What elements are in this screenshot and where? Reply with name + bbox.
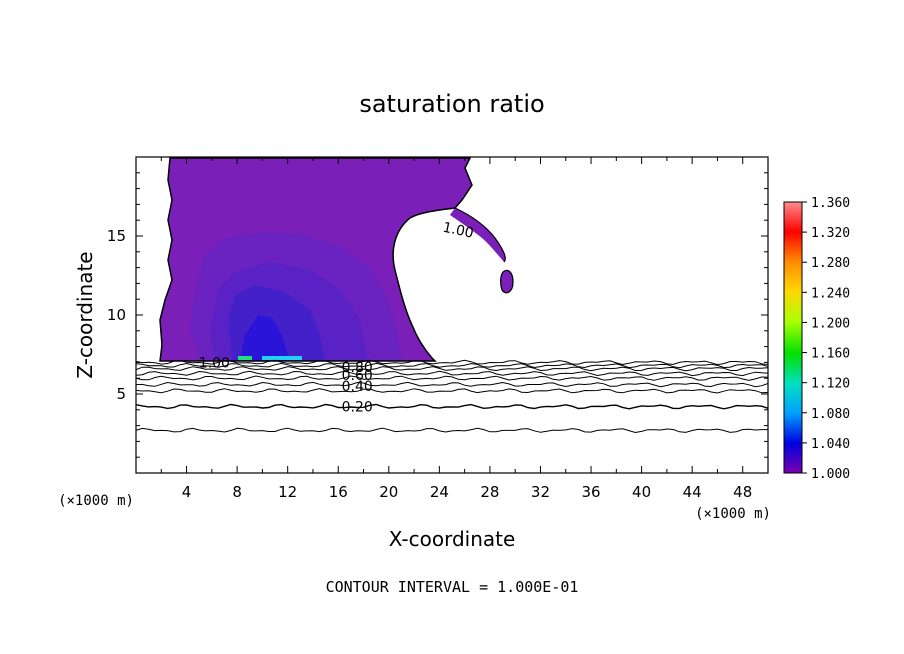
contour-lines — [136, 359, 768, 434]
colorbar-tick-label: 1.160 — [811, 347, 850, 362]
contour-line — [136, 370, 768, 377]
fill-region-center — [240, 315, 290, 361]
x-tick-label: 28 — [480, 483, 499, 501]
contour-labels: 1.00 1.00 0.800.600.40 0.20 — [199, 220, 475, 416]
contour-line — [136, 362, 768, 369]
x-axis: 4 8 12 16 20 24 28 32 36 40 44 48 — [160, 157, 769, 501]
contour-label: 0.40 — [342, 379, 373, 395]
x-tick-label: 20 — [379, 483, 398, 501]
chart-title: saturation ratio — [359, 90, 544, 118]
contour-label: 0.20 — [342, 400, 373, 416]
fill-hot-cyan — [262, 356, 302, 360]
fill-blob — [500, 270, 513, 293]
contour-line — [136, 375, 768, 381]
contour-label: 0.80 — [342, 360, 373, 376]
colorbar-tick-label: 1.000 — [811, 467, 850, 482]
y-tick-label: 5 — [116, 385, 126, 403]
contour-label: 1.00 — [199, 355, 230, 371]
contour-outline-main — [159, 157, 473, 362]
colorbar-tick-label: 1.040 — [811, 437, 850, 452]
x-unit-label-right: (×1000 m) — [695, 506, 771, 522]
y-axis-title: Z-coordinate — [73, 251, 97, 378]
contour-interval-note: CONTOUR INTERVAL = 1.000E-01 — [326, 578, 579, 596]
contour-outline-arm — [454, 207, 506, 263]
contour-line — [136, 359, 768, 366]
contour-line — [136, 381, 768, 388]
fill-arm — [450, 208, 506, 262]
colorbar-ticks: 1.360 1.320 1.280 1.240 1.200 1.160 1.120 1.080… — [802, 196, 850, 482]
x-tick-label: 48 — [733, 483, 752, 501]
contour-line — [136, 388, 768, 394]
x-axis-title: X-coordinate — [389, 527, 516, 551]
x-tick-label: 32 — [531, 483, 550, 501]
y-tick-label: 10 — [107, 306, 126, 324]
colorbar-tick-label: 1.120 — [811, 377, 850, 392]
x-tick-label: 8 — [232, 483, 242, 501]
x-tick-label: 36 — [581, 483, 600, 501]
colorbar-tick-label: 1.240 — [811, 286, 850, 301]
saturation-fill — [136, 157, 768, 434]
x-tick-label: 4 — [182, 483, 192, 501]
y-tick-label: 15 — [107, 227, 126, 245]
colorbar-tick-label: 1.200 — [811, 316, 850, 331]
x-tick-label: 16 — [329, 483, 348, 501]
x-tick-label: 12 — [278, 483, 297, 501]
x-tick-label: 44 — [683, 483, 702, 501]
x-tick-label: 40 — [632, 483, 651, 501]
contour-label: 1.00 — [441, 220, 475, 242]
contour-label: 0.60 — [342, 368, 373, 384]
x-unit-label-left: (×1000 m) — [58, 493, 134, 509]
contour-line — [136, 427, 768, 434]
x-tick-label: 24 — [430, 483, 449, 501]
colorbar-tick-label: 1.080 — [811, 407, 850, 422]
colorbar — [783, 201, 803, 474]
colorbar-tick-label: 1.320 — [811, 226, 850, 241]
contour-line — [136, 403, 768, 410]
colorbar-tick-label: 1.280 — [811, 256, 850, 271]
fill-hot-green — [238, 356, 252, 360]
contour-outline-blob — [500, 269, 514, 294]
contour-line — [136, 366, 768, 372]
colorbar-tick-label: 1.360 — [811, 196, 850, 211]
y-axis: 5 10 15 — [107, 172, 768, 458]
